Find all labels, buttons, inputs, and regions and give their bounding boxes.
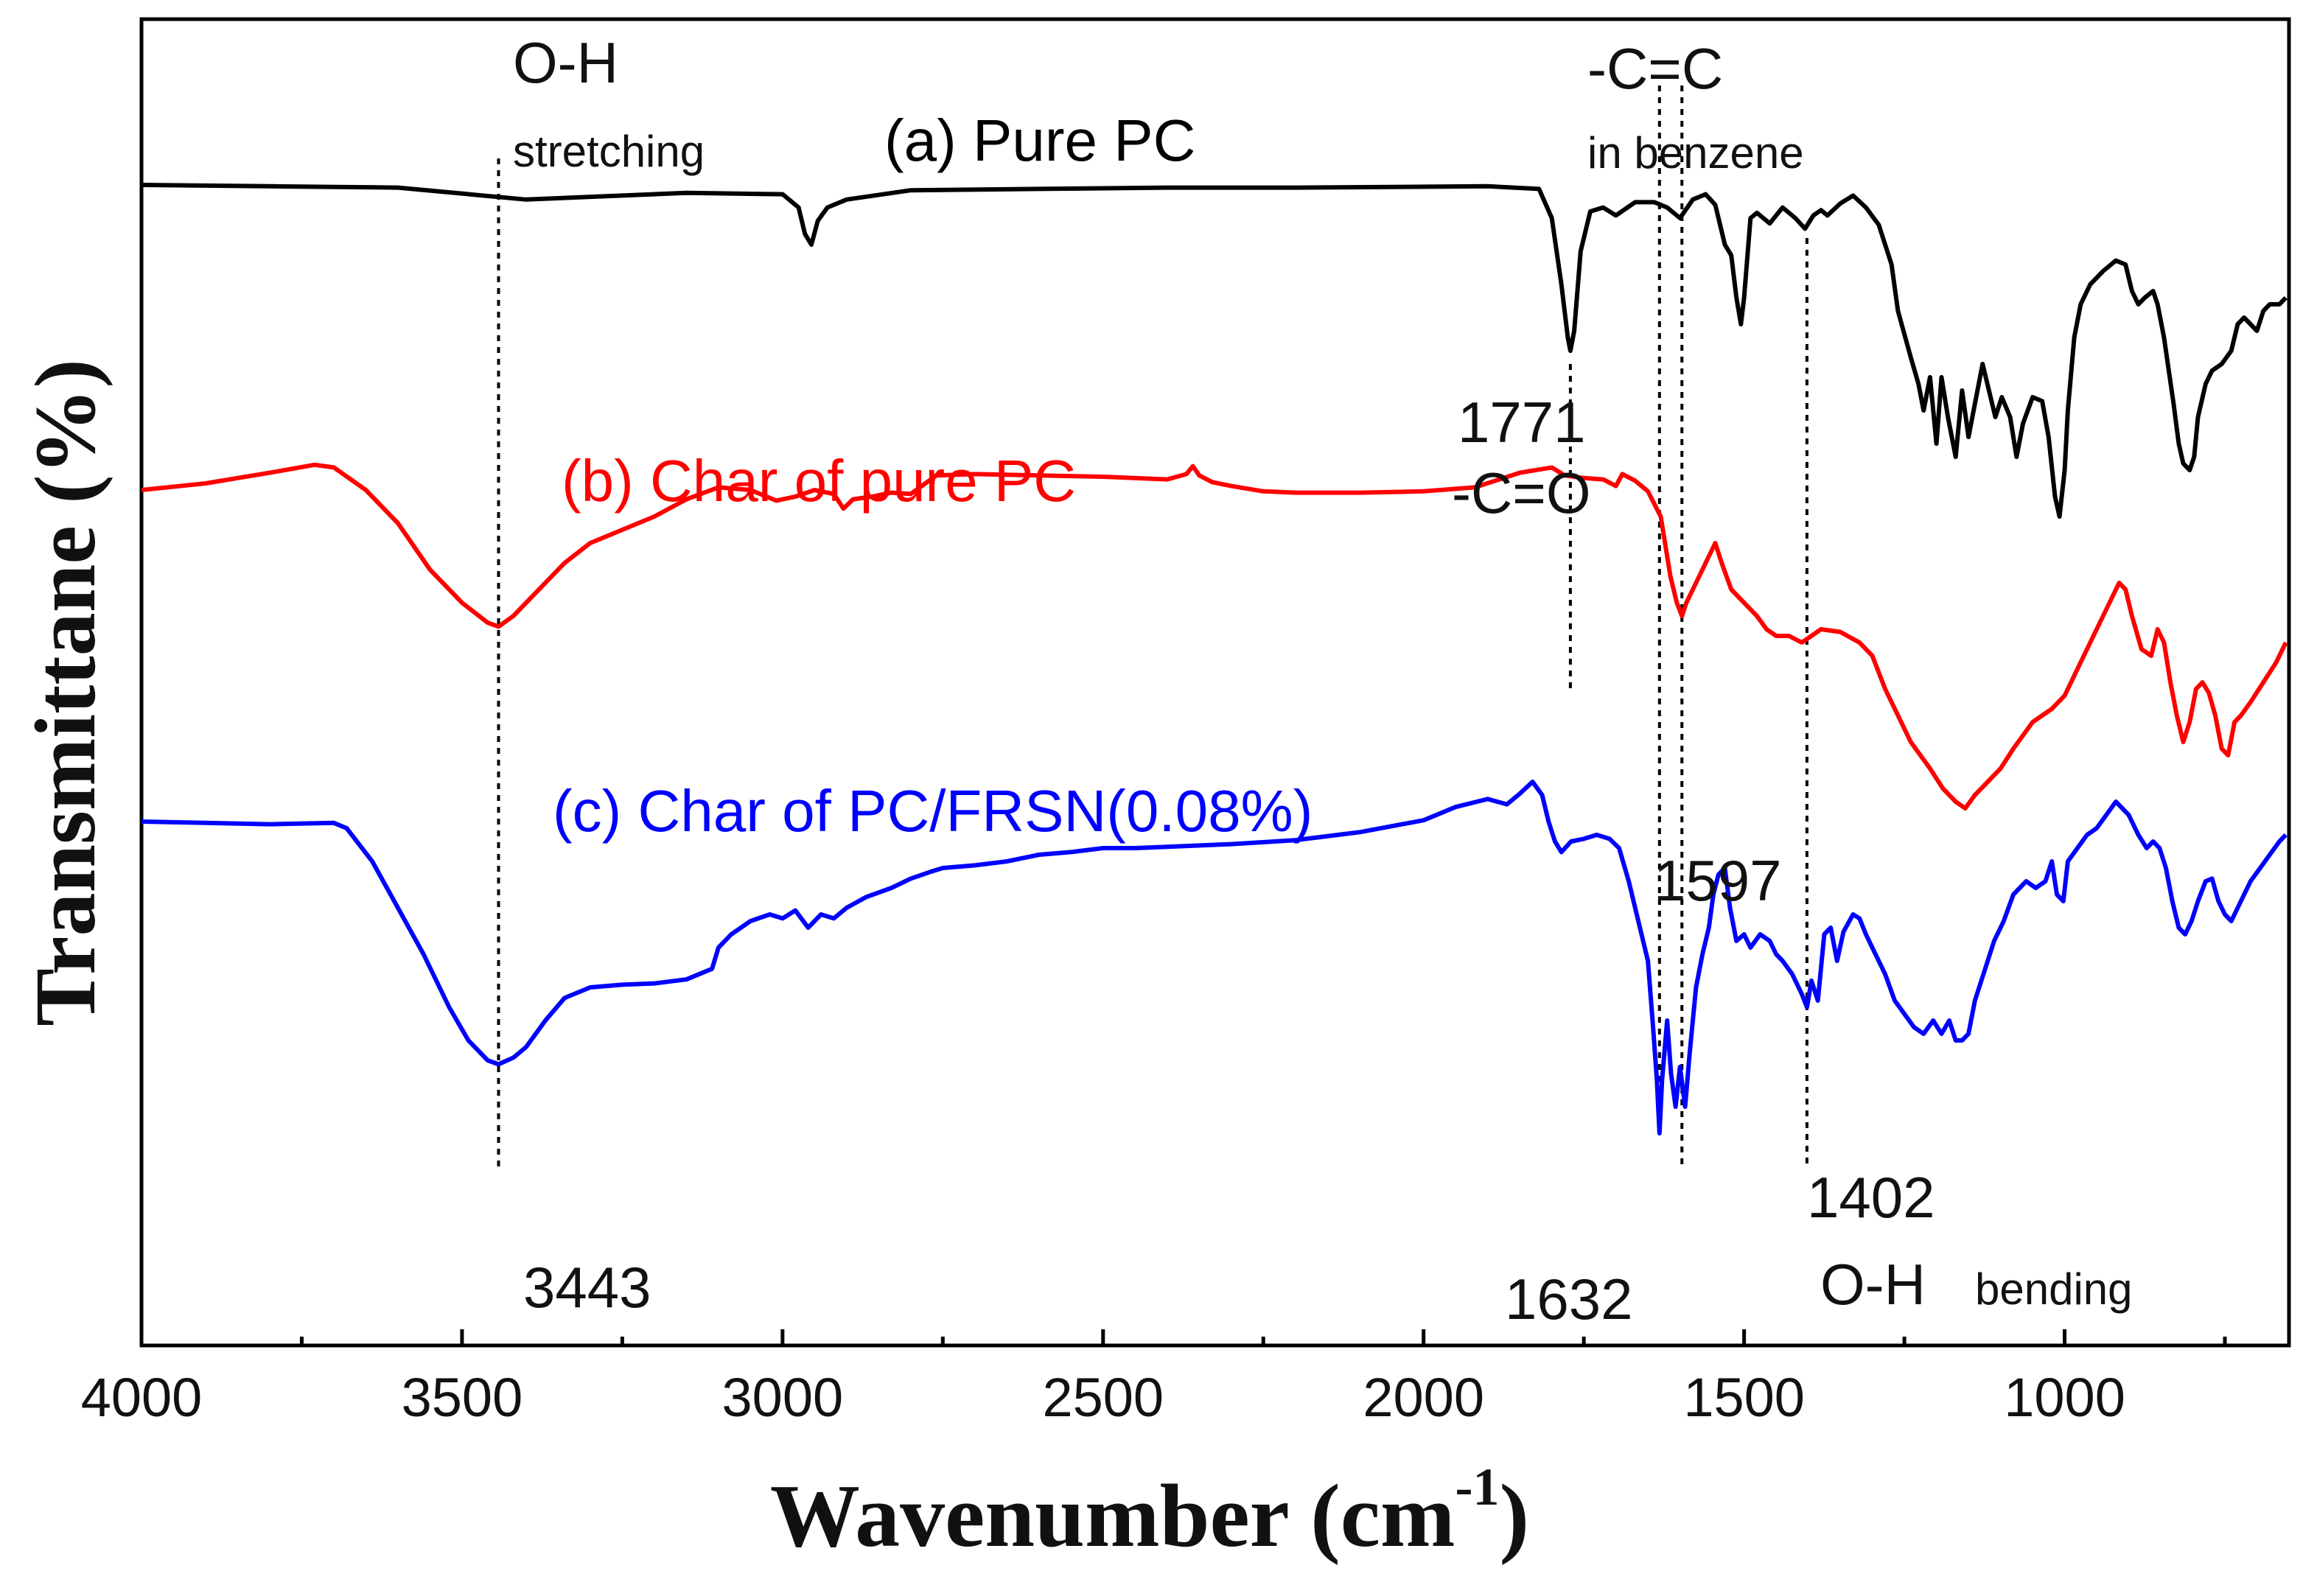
- annotation-cc-sub: in benzene: [1587, 128, 1804, 178]
- annotation-oh-stretching-sub: stretching: [513, 127, 705, 176]
- annotation-1632: 1632: [1505, 1267, 1633, 1331]
- x-tick-label: 2500: [1042, 1367, 1164, 1428]
- x-axis-title-main: Wavenumber (cm: [770, 1466, 1455, 1566]
- annotation-1771: 1771: [1458, 390, 1586, 455]
- reference-lines: [497, 85, 1808, 1166]
- series-label-c: (c) Char of PC/FRSN(0.08%): [553, 778, 1313, 844]
- x-axis-title-sup: -1: [1455, 1457, 1499, 1516]
- spectra: [141, 183, 2288, 1135]
- series-line-a: [141, 183, 2288, 519]
- annotation-1402: 1402: [1807, 1165, 1935, 1230]
- x-tick-label: 2000: [1363, 1367, 1484, 1428]
- annotation-oh-bending-sub: bending: [1975, 1264, 2133, 1314]
- x-tick-label: 3500: [402, 1367, 523, 1428]
- annotation-1597: 1597: [1654, 848, 1782, 913]
- annotation-co: -C=O: [1452, 461, 1591, 525]
- series-label-a: (a) Pure PC: [884, 108, 1195, 173]
- annotation-oh-stretching: O-H: [513, 30, 618, 95]
- x-tick-label: 4000: [81, 1367, 203, 1428]
- x-tick-label: 3000: [722, 1367, 844, 1428]
- x-tick-label: 1000: [2004, 1367, 2125, 1428]
- x-tick-label: 1500: [1683, 1367, 1805, 1428]
- plot-frame: [139, 17, 2291, 1348]
- annotation-cc: -C=C: [1587, 36, 1723, 101]
- series-label-b: (b) Char of pure PC: [562, 448, 1076, 514]
- annotation-3443: 3443: [523, 1255, 651, 1320]
- y-axis-title: Transmittane (%): [17, 359, 113, 1026]
- x-axis-title: Wavenumber (cm-1): [770, 1457, 1529, 1566]
- x-ticks: 4000 3500 3000 2500 2000 1500 1000: [81, 1329, 2227, 1428]
- annotation-oh-bending: O-H: [1820, 1252, 1926, 1317]
- series-line-c: [141, 780, 2288, 1135]
- series-line-b: [141, 462, 2288, 811]
- x-axis-title-close: ): [1499, 1466, 1529, 1566]
